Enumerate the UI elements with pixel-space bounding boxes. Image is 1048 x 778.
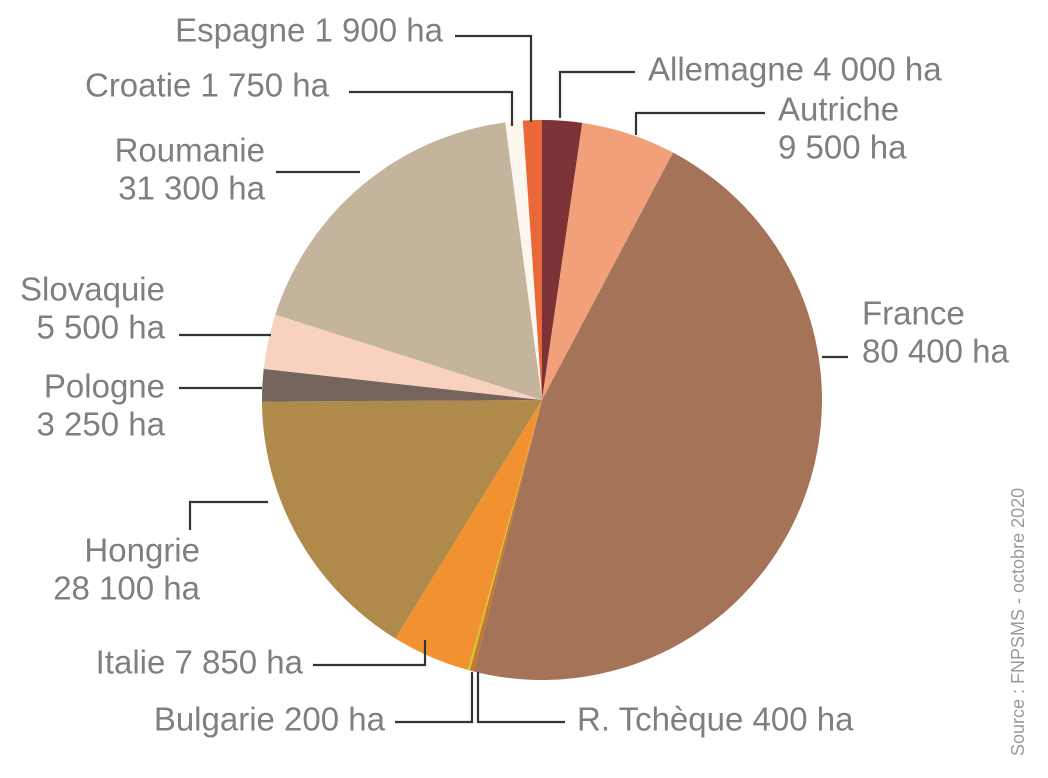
slice-label-autriche-value: 9 500 ha <box>778 129 907 166</box>
pie-slice-roumanie <box>275 122 542 401</box>
pie-slice-espagne <box>522 120 542 400</box>
slice-label-bulgarie: Bulgarie 200 ha <box>154 701 386 738</box>
leader-line-espagne <box>455 34 533 122</box>
pie-slice-bulgarie <box>467 400 542 671</box>
leader-line-autriche <box>634 111 765 135</box>
leader-line-italie <box>313 640 427 667</box>
slice-label-hongrie-name: Hongrie <box>84 532 200 569</box>
slice-label-pologne-value: 3 250 ha <box>37 406 166 443</box>
slice-label-allemagne: Allemagne 4 000 ha <box>648 51 942 88</box>
pie-slice-croatie <box>505 120 542 400</box>
source-note: Source : FNPSMS - octobre 2020 <box>1008 488 1028 756</box>
slice-label-pologne-name: Pologne <box>44 368 165 405</box>
pie-slice-france <box>473 152 822 680</box>
pie-slice-pologne <box>261 368 542 402</box>
slice-label-espagne: Espagne 1 900 ha <box>175 12 444 49</box>
slice-label-r-tcheque: R. Tchèque 400 ha <box>577 701 854 738</box>
pie-slice-slovaquie <box>263 314 542 400</box>
pie-slices <box>261 120 822 680</box>
pie-slice-autriche <box>542 122 674 400</box>
leader-line-hongrie <box>188 500 268 530</box>
slice-label-slovaquie-name: Slovaquie <box>20 271 165 308</box>
leader-lines <box>179 34 848 724</box>
slice-label-france-name: France <box>862 295 965 332</box>
slice-label-hongrie-value: 28 100 ha <box>53 570 200 607</box>
slice-label-croatie: Croatie 1 750 ha <box>85 67 330 104</box>
pie-slice-hongrie <box>262 400 542 639</box>
slice-label-france-value: 80 400 ha <box>862 333 1009 370</box>
leader-line-r-tcheque <box>476 672 565 724</box>
leader-line-bulgarie <box>395 672 474 724</box>
leader-line-allemagne <box>558 70 635 118</box>
pie-slice-italie <box>395 400 542 671</box>
slice-label-italie: Italie 7 850 ha <box>96 644 304 681</box>
slice-label-autriche-name: Autriche <box>778 91 899 128</box>
slice-label-slovaquie-value: 5 500 ha <box>37 309 166 346</box>
slice-label-roumanie-value: 31 300 ha <box>118 170 265 207</box>
pie-slice-r-tcheque <box>469 400 542 672</box>
slice-label-roumanie-name: Roumanie <box>115 132 265 169</box>
pie-slice-allemagne <box>542 120 583 400</box>
leader-line-croatie <box>349 90 514 126</box>
